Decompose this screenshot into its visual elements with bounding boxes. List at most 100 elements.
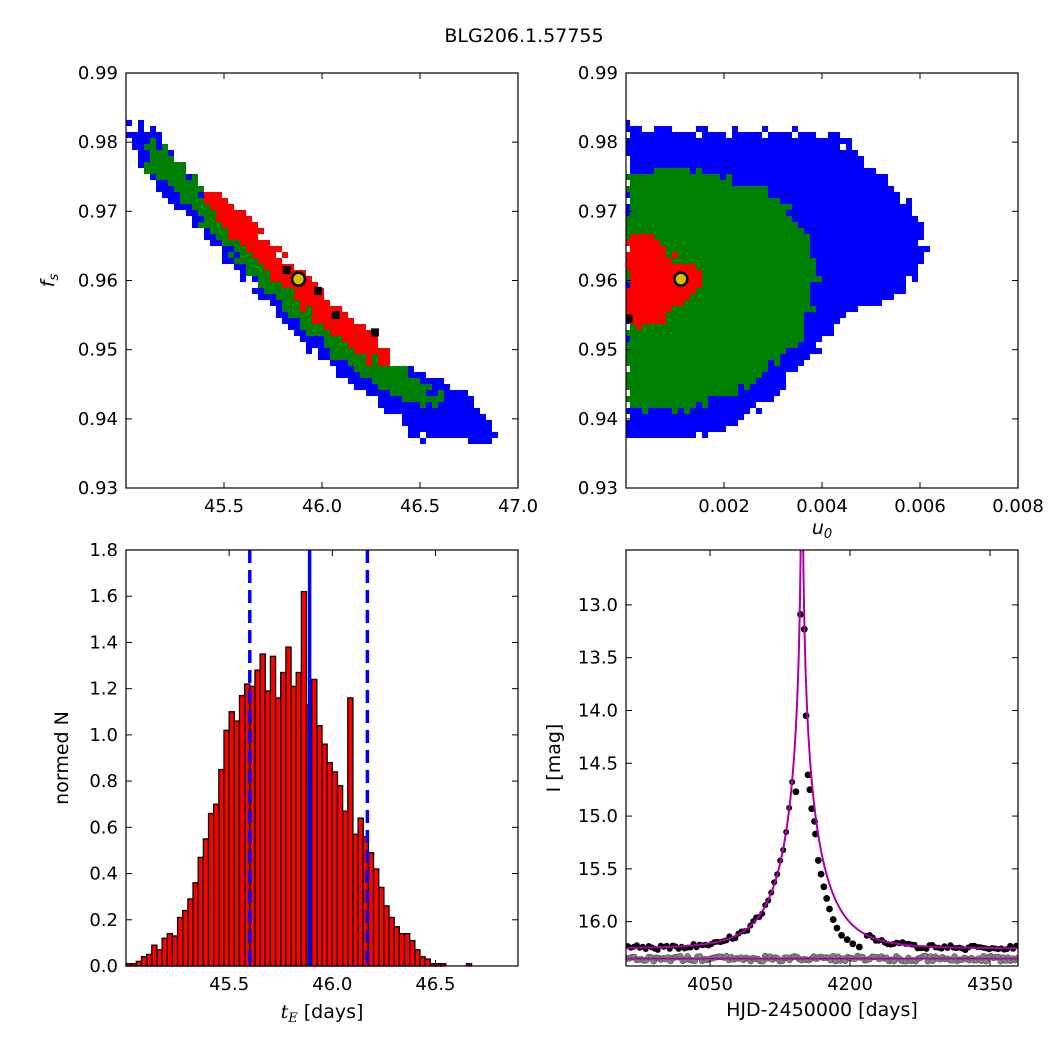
heatmap-cell-middle [324, 330, 330, 336]
heatmap-cell-outer [846, 216, 852, 222]
heatmap-cell-outer [738, 138, 744, 144]
heatmap-cell-middle [186, 180, 192, 186]
heatmap-cell-middle [666, 222, 672, 228]
heatmap-cell-middle [732, 264, 738, 270]
heatmap-cell-middle [804, 264, 810, 270]
heatmap-cell-middle [666, 198, 672, 204]
heatmap-cell-outer [762, 174, 768, 180]
heatmap-cell-middle [684, 168, 690, 174]
heatmap-cell-inner [666, 270, 672, 276]
heatmap-cell-inner [336, 318, 342, 324]
heatmap-cell-outer [666, 432, 672, 438]
heatmap-cell-outer [774, 132, 780, 138]
heatmap-cell-outer [684, 162, 690, 168]
heatmap-cell-outer [786, 348, 792, 354]
heatmap-cell-outer [852, 216, 858, 222]
heatmap-cell-outer [780, 132, 786, 138]
y-axis-label: fs [37, 274, 62, 288]
heatmap-cell-outer [642, 414, 648, 420]
y-tick-label: 0.93 [78, 478, 118, 499]
heatmap-cell-inner [228, 234, 234, 240]
heatmap-cell-middle [738, 264, 744, 270]
y-tick-label: 1.8 [89, 540, 118, 561]
heatmap-cell-middle [768, 216, 774, 222]
heatmap-cell-middle [726, 348, 732, 354]
heatmap-cell-outer [810, 150, 816, 156]
heatmap-cell-middle [732, 204, 738, 210]
heatmap-cell-middle [660, 354, 666, 360]
heatmap-cell-middle [246, 264, 252, 270]
heatmap-cell-outer [720, 174, 726, 180]
heatmap-cell-middle [702, 342, 708, 348]
heatmap-cell-outer [198, 192, 204, 198]
heatmap-cell-middle [720, 384, 726, 390]
heatmap-cell-middle [774, 234, 780, 240]
heatmap-cell-outer [912, 216, 918, 222]
heatmap-cell-outer [816, 294, 822, 300]
heatmap-cell-middle [180, 192, 186, 198]
heatmap-cell-inner [666, 300, 672, 306]
heatmap-cell-middle [768, 276, 774, 282]
heatmap-cell-middle [660, 336, 666, 342]
heatmap-cell-middle [678, 306, 684, 312]
heatmap-cell-outer [876, 210, 882, 216]
heatmap-cell-outer [696, 138, 702, 144]
heatmap-cell-outer [642, 132, 648, 138]
heatmap-cell-middle [648, 180, 654, 186]
heatmap-cell-outer [858, 252, 864, 258]
heatmap-cell-outer [840, 186, 846, 192]
heatmap-cell-outer [462, 402, 468, 408]
heatmap-cell-middle [630, 390, 636, 396]
heatmap-cell-inner [630, 300, 636, 306]
heatmap-cell-outer [804, 156, 810, 162]
heatmap-cell-outer [804, 312, 810, 318]
heatmap-cell-outer [426, 390, 432, 396]
heatmap-cell-outer [786, 198, 792, 204]
heatmap-cell-outer [318, 336, 324, 342]
heatmap-cell-middle [714, 354, 720, 360]
heatmap-cell-middle [744, 288, 750, 294]
heatmap-cell-middle [714, 312, 720, 318]
heatmap-cell-outer [828, 288, 834, 294]
heatmap-cell-middle [744, 354, 750, 360]
heatmap-cell-middle [696, 372, 702, 378]
heatmap-cell-outer [906, 204, 912, 210]
heatmap-cell-middle [690, 330, 696, 336]
heatmap-cell-middle [684, 222, 690, 228]
heatmap-cell-middle [714, 258, 720, 264]
heatmap-cell-outer [852, 234, 858, 240]
heatmap-cell-middle [768, 312, 774, 318]
heatmap-cell-outer [774, 156, 780, 162]
heatmap-cell-outer [432, 414, 438, 420]
heatmap-cell-middle [378, 378, 384, 384]
heatmap-cell-middle [180, 174, 186, 180]
heatmap-cell-middle [702, 336, 708, 342]
heatmap-cell-outer [162, 192, 168, 198]
heatmap-cell-middle [750, 210, 756, 216]
heatmap-cell-middle [720, 192, 726, 198]
heatmap-cell-outer [474, 420, 480, 426]
heatmap-cell-middle [666, 324, 672, 330]
heatmap-cell-middle [732, 210, 738, 216]
heatmap-cell-middle [672, 360, 678, 366]
heatmap-cell-middle [762, 264, 768, 270]
heatmap-cell-middle [726, 330, 732, 336]
heatmap-cell-middle [210, 228, 216, 234]
heatmap-cell-outer [720, 426, 726, 432]
heatmap-cell-middle [792, 306, 798, 312]
heatmap-cell-outer [630, 426, 636, 432]
heatmap-cell-middle [774, 264, 780, 270]
heatmap-cell-inner [660, 270, 666, 276]
heatmap-cell-middle [702, 258, 708, 264]
heatmap-cell-outer [906, 246, 912, 252]
heatmap-cell-middle [798, 324, 804, 330]
heatmap-cell-middle [696, 348, 702, 354]
y-tick-label: 0.95 [78, 340, 118, 361]
histogram-bar [197, 856, 205, 967]
heatmap-cell-outer [876, 282, 882, 288]
heatmap-cell-outer [876, 288, 882, 294]
heatmap-cell-middle [756, 246, 762, 252]
heatmap-cell-middle [252, 258, 258, 264]
heatmap-cell-outer [834, 192, 840, 198]
heatmap-cell-middle [654, 234, 660, 240]
